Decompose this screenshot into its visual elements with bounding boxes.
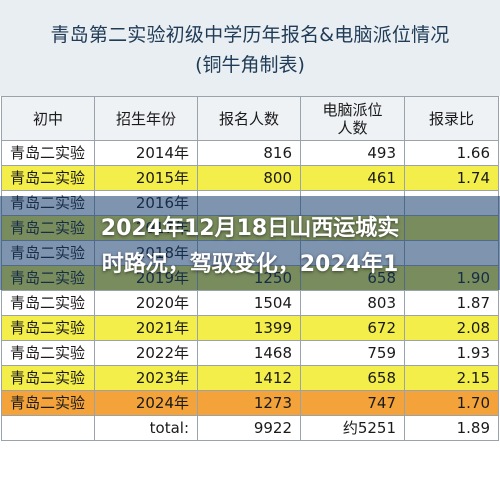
table-title: 青岛第二实验初级中学历年报名&电脑派位情况: [50, 24, 450, 46]
table-row: 青岛二实验 2023年 1412 658 2.15: [1, 365, 499, 391]
cell-applicants: 816: [197, 140, 301, 166]
table-row: 青岛二实验 2024年 1273 747 1.70: [1, 390, 499, 416]
cell-applicants: 800: [197, 165, 301, 191]
total-row: total: 9922 约5251 1.89: [1, 415, 499, 441]
total-label-empty: [1, 415, 95, 441]
header-ratio: 报录比: [404, 96, 499, 141]
cell-ratio: 1.66: [404, 140, 499, 166]
cell-school: 青岛二实验: [1, 340, 95, 366]
overlay-line-2: 时路况，驾驭变化，2024年1: [101, 252, 399, 277]
header-allocated: 电脑派位 人数: [300, 96, 405, 141]
cell-allocated: 759: [300, 340, 405, 366]
cell-year: 2021年: [94, 315, 198, 341]
cell-allocated: 803: [300, 290, 405, 316]
cell-year: 2024年: [94, 390, 198, 416]
cell-year: 2014年: [94, 140, 198, 166]
total-applicants: 9922: [197, 415, 301, 441]
table-row: 青岛二实验 2015年 800 461 1.74: [1, 165, 499, 191]
total-ratio: 1.89: [404, 415, 499, 441]
cell-school: 青岛二实验: [1, 390, 95, 416]
cell-applicants: 1468: [197, 340, 301, 366]
cell-year: 2023年: [94, 365, 198, 391]
cell-ratio: 1.87: [404, 290, 499, 316]
overlay-line-1: 2024年12月18日山西运城实: [100, 216, 400, 241]
cell-school: 青岛二实验: [1, 165, 95, 191]
table-row: 青岛二实验 2020年 1504 803 1.87: [1, 290, 499, 316]
cell-year: 2022年: [94, 340, 198, 366]
cell-school: 青岛二实验: [1, 315, 95, 341]
table-row: 青岛二实验 2022年 1468 759 1.93: [1, 340, 499, 366]
cell-applicants: 1273: [197, 390, 301, 416]
cell-applicants: 1399: [197, 315, 301, 341]
cell-allocated: 747: [300, 390, 405, 416]
cell-school: 青岛二实验: [1, 290, 95, 316]
total-allocated: 约5251: [300, 415, 405, 441]
cell-ratio: 1.74: [404, 165, 499, 191]
table-subtitle: (铜牛角制表): [195, 54, 305, 76]
cell-ratio: 2.08: [404, 315, 499, 341]
article-title-overlay: 2024年12月18日山西运城实 时路况，驾驭变化，2024年1: [0, 196, 500, 290]
cell-allocated: 672: [300, 315, 405, 341]
cell-ratio: 2.15: [404, 365, 499, 391]
header-year: 招生年份: [94, 96, 198, 141]
cell-applicants: 1504: [197, 290, 301, 316]
table-row: 青岛二实验 2021年 1399 672 2.08: [1, 315, 499, 341]
cell-applicants: 1412: [197, 365, 301, 391]
cell-year: 2015年: [94, 165, 198, 191]
table-row: 青岛二实验 2014年 816 493 1.66: [1, 140, 499, 166]
total-label: total:: [94, 415, 198, 441]
cell-year: 2020年: [94, 290, 198, 316]
title-area: 青岛第二实验初级中学历年报名&电脑派位情况 (铜牛角制表): [0, 0, 500, 96]
cell-school: 青岛二实验: [1, 140, 95, 166]
cell-ratio: 1.70: [404, 390, 499, 416]
cell-allocated: 493: [300, 140, 405, 166]
cell-allocated: 658: [300, 365, 405, 391]
header-school: 初中: [1, 96, 95, 141]
cell-allocated: 461: [300, 165, 405, 191]
header-applicants: 报名人数: [197, 96, 301, 141]
header-row: 初中 招生年份 报名人数 电脑派位 人数 报录比: [1, 96, 499, 141]
cell-school: 青岛二实验: [1, 365, 95, 391]
cell-ratio: 1.93: [404, 340, 499, 366]
